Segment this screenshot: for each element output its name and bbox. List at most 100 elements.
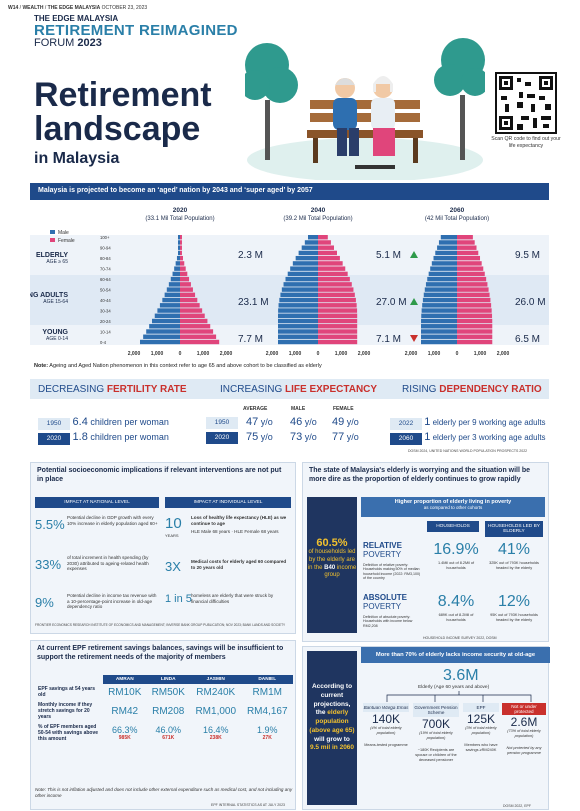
male-bar [278,339,318,345]
fertility-row-1950: 1950 6.4 children per woman [38,416,169,430]
female-bar [180,255,183,261]
female-bar [318,287,354,292]
age-tick: 10-14 [100,329,111,334]
female-bar [457,303,492,308]
age-tick: 0-4 [100,340,107,345]
female-bar [457,287,489,292]
female-bar [180,261,185,266]
age-tick: 60-64 [100,277,111,282]
female-bar [318,313,358,319]
male-bar [172,271,180,277]
female-bar [318,308,358,313]
female-bar [318,324,358,329]
female-bar [318,303,357,308]
male-bar [440,235,457,240]
age-tick: 40-44 [100,298,111,303]
female-bar [457,313,493,319]
female-bar [180,276,190,282]
x-tick: 1,000 [197,351,210,357]
female-bar [180,339,220,345]
male-bar [162,297,180,303]
life-expectancy-header: INCREASING LIFE EXPECTANCY [220,384,378,395]
fertility-header: DECREASING FERTILITY RATE [38,384,187,395]
male-bar [304,240,318,245]
qr-code-icon [499,76,553,130]
male-bar [421,313,457,319]
female-bar [180,297,198,303]
x-tick: 2,000 [220,351,233,357]
dependency-header: RISING DEPENDENCY RATIO [402,384,542,395]
age-tick: 70-74 [100,266,111,271]
male-bar [428,271,457,277]
male-bar [421,334,457,339]
x-tick: 2,000 [358,351,371,357]
implications-title: Potential socioeconomic implications if … [37,467,282,483]
col-elderly-households: HOUSEHOLDS LED BY ELDERLY [485,521,543,537]
aged-nation-banner: Malaysia is projected to become an ‘aged… [30,183,549,200]
female-bar [457,308,492,313]
pyramid-year: 2040 [311,207,326,214]
pyramid-total-pop: (42 Mil Total Population) [425,216,489,222]
male-bar [278,324,318,329]
female-bar [318,318,358,324]
female-bar [180,266,186,271]
age-tick: 90-94 [100,245,111,250]
group-value: 7.7 M [238,334,263,345]
male-bar [149,324,180,329]
logo-forum: FORUM [34,37,75,49]
life-row-1950: 1950 47 y/o 46 y/o 49 y/o [206,416,359,429]
female-bar [457,297,491,303]
group-value: 2.3 M [238,250,263,261]
male-bar [292,261,318,266]
epf-col-amran: AMRAN [103,675,147,684]
male-bar [285,276,318,282]
female-bar [318,297,356,303]
x-tick: 2,000 [497,351,510,357]
male-bar [175,261,180,266]
x-tick: 1,000 [335,351,348,357]
male-bar [143,334,180,339]
female-bar [180,271,188,277]
male-bar [154,313,180,319]
male-bar [295,255,318,261]
male-bar [308,235,318,240]
pyramid-year: 2060 [450,207,465,214]
female-bar [457,266,484,271]
group-sublabel: AGE 15-64 [43,299,68,305]
male-bar [301,245,318,250]
male-bar [438,240,457,245]
female-bar [180,334,217,339]
male-bar [176,255,180,261]
female-bar [457,261,482,266]
female-bar [457,235,473,240]
male-bar [425,282,457,287]
female-bar [180,245,182,250]
group-value: 27.0 M [376,297,407,308]
trend-headers: DECREASING FERTILITY RATE INCREASING LIF… [30,379,549,399]
male-bar [278,329,318,334]
national-impact-header: IMPACT AT NATIONAL LEVEL [35,497,159,508]
female-bar [318,266,346,271]
male-bar [421,324,457,329]
female-bar [318,250,337,256]
male-bar [278,303,318,308]
page-header: W14 / WEALTH / THE EDGE MALAYSIA OCTOBER… [8,5,148,11]
x-tick: 2,000 [405,351,418,357]
female-bar [318,292,355,298]
female-bar [318,240,331,245]
male-bar [280,292,318,298]
breakdown-connector [386,691,532,702]
fertility-row-2020: 2020 1.8 children per woman [38,431,169,445]
x-tick: 1,000 [151,351,164,357]
security-title: More than 70% of elderly lacks income se… [361,647,550,663]
female-bar [457,255,481,261]
male-bar [278,308,318,313]
elderly-state-source: HOUSEHOLD INCOME SURVEY 2022, DOSM [423,636,497,640]
age-tick: 100+ [100,235,110,240]
group-sublabel: AGE 0-14 [46,336,68,342]
male-bar [423,292,457,298]
qr-code[interactable] [495,72,557,134]
life-col-male: MALE [291,406,306,412]
ageing-note: Note: Ageing and Aged Nation phenomenon … [34,363,322,369]
group-label: YOUNG [42,329,68,336]
